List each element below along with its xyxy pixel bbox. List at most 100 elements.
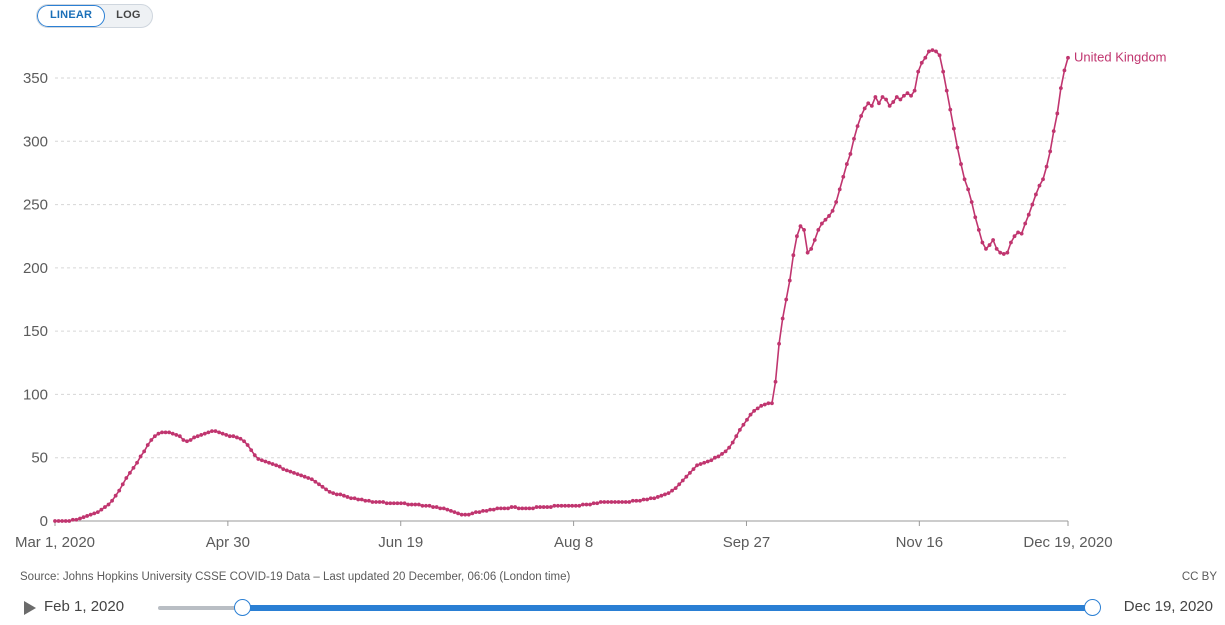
data-point [638,498,642,503]
data-point [63,519,68,523]
license-link[interactable]: CC BY [1181,571,1217,583]
data-point [552,503,557,508]
data-point [884,97,888,102]
data-point [1066,55,1070,60]
data-point [730,440,735,445]
data-point [409,502,414,507]
data-point [834,200,839,204]
data-point [905,91,910,96]
data-point [934,49,938,54]
data-point [259,458,264,463]
data-point [766,401,771,406]
linear-scale-button[interactable]: LINEAR [37,5,106,27]
data-point [909,93,913,98]
data-point [962,177,967,182]
data-point [830,209,835,213]
y-tick-label: 100 [23,386,48,403]
timeline-end-handle[interactable] [1084,599,1101,616]
data-point [131,465,136,470]
data-point [531,506,535,511]
play-icon[interactable] [24,601,36,615]
data-point [702,460,707,465]
data-point [135,460,139,465]
data-point [916,69,921,74]
data-point [527,506,532,511]
data-point [912,88,917,93]
data-point [691,467,696,472]
data-point [213,429,218,434]
timeline-start-handle[interactable] [234,599,251,616]
data-point [652,496,657,501]
data-point [887,103,892,108]
data-point [566,503,571,508]
y-tick-label: 200 [23,260,48,277]
data-point [356,497,361,502]
data-point [1044,164,1049,169]
data-point [352,496,357,501]
data-point [95,510,100,515]
data-point [174,433,179,437]
data-point [463,512,468,517]
data-point [227,434,232,439]
data-point [363,498,368,503]
scale-toggle: LINEAR LOG [36,4,153,28]
data-point [1001,252,1006,256]
log-scale-button[interactable]: LOG [116,9,141,21]
data-point [473,510,478,515]
data-point [81,515,86,520]
data-point [317,482,321,487]
data-point [431,505,435,509]
data-point [267,460,271,465]
data-point [74,517,79,522]
data-point [951,126,956,131]
data-point [163,430,168,435]
timeline-slider: Feb 1, 2020 Dec 19, 2020 [0,590,1225,625]
data-point [556,503,560,508]
data-point [798,224,803,228]
data-point [299,473,304,478]
data-point [438,506,443,511]
data-point [420,503,425,508]
data-point [620,500,625,504]
data-point [106,502,111,507]
data-point [591,501,596,506]
data-point [509,505,514,509]
data-point [263,459,268,464]
data-point [466,512,471,517]
data-point [470,511,475,516]
data-point [898,97,903,102]
y-tick-label: 300 [23,133,48,150]
data-point [249,448,254,453]
data-point [980,240,985,245]
data-point [816,227,821,232]
data-point [459,512,464,517]
data-point [113,493,118,498]
data-point [705,459,710,464]
data-point [869,103,874,108]
data-point [688,471,692,475]
data-point [994,246,999,251]
data-point [477,510,482,515]
data-point [598,500,603,504]
data-point [577,503,582,508]
data-point [1058,86,1063,91]
data-point [966,187,971,192]
data-point [306,476,311,480]
data-point [1012,234,1017,239]
data-point [595,501,600,506]
data-point [716,454,721,459]
data-point [445,507,450,512]
data-point [366,498,371,503]
data-point [588,502,592,507]
data-point [673,486,678,490]
data-point [1005,250,1010,255]
data-point [573,503,578,508]
data-point [145,443,150,447]
data-point [516,506,521,511]
data-point [156,431,161,436]
data-point [188,438,193,442]
data-point [998,250,1003,255]
data-point [627,500,632,504]
data-point [56,519,61,523]
series-label: United Kingdom [1074,50,1167,65]
